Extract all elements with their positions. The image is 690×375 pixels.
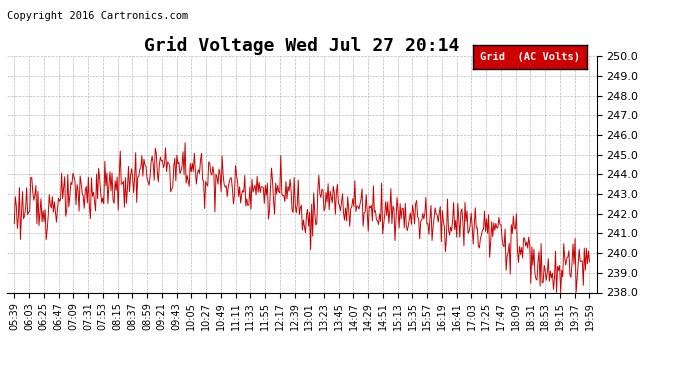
Text: Copyright 2016 Cartronics.com: Copyright 2016 Cartronics.com <box>7 11 188 21</box>
Text: Grid  (AC Volts): Grid (AC Volts) <box>480 52 580 62</box>
Title: Grid Voltage Wed Jul 27 20:14: Grid Voltage Wed Jul 27 20:14 <box>144 36 460 55</box>
